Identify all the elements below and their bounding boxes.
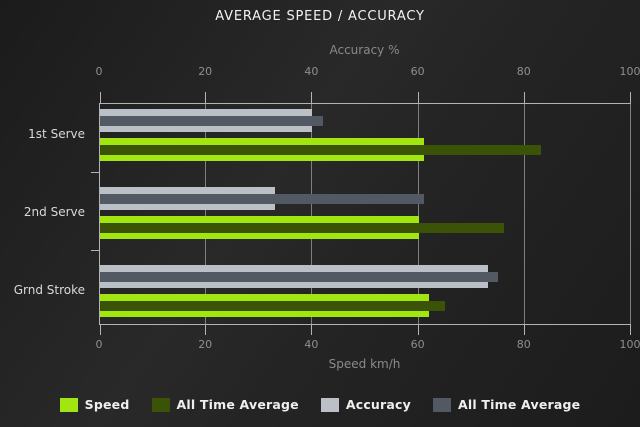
top-tick-label-40: 40: [304, 65, 319, 78]
legend-swatch-speed-all-time-average: [151, 397, 170, 412]
legend-item-speed-all-time-average: All Time Average: [151, 397, 299, 412]
chart-legend: Speed All Time Average Accuracy All Time Av…: [0, 397, 640, 412]
plot-area: [91, 92, 631, 335]
legend-label-speed-all-time-average: All Time Average: [176, 397, 299, 412]
bar-accuracy-all-time-average-2nd-serve: [100, 193, 424, 204]
bar-speed-all-time-average-2nd-serve: [100, 222, 504, 233]
bar-accuracy-all-time-average-1st-serve: [100, 115, 324, 126]
bottom-tick-100: [630, 325, 631, 335]
gridline-80: [523, 104, 525, 324]
gridline-40: [311, 104, 313, 324]
legend-swatch-accuracy-all-time-average: [433, 397, 451, 412]
legend-label-accuracy: Accuracy: [345, 397, 411, 412]
bar-accuracy-all-time-average-grnd-stroke: [100, 271, 499, 282]
bottom-tick-label-60: 60: [410, 338, 425, 351]
legend-label-speed: Speed: [84, 397, 130, 412]
top-tick-20: [205, 92, 207, 103]
top-axis-title: Accuracy %: [329, 43, 400, 57]
bottom-tick-80: [523, 325, 525, 335]
top-tick-80: [523, 92, 525, 103]
bottom-axis-title: Speed km/h: [328, 357, 401, 371]
gridline-60: [417, 104, 419, 324]
bottom-tick-60: [417, 325, 419, 335]
bottom-tick-label-40: 40: [304, 338, 319, 351]
top-tick-label-80: 80: [516, 65, 531, 78]
chart-title: AVERAGE SPEED / ACCURACY: [215, 9, 425, 24]
category-label-2nd-serve: 2nd Serve: [23, 204, 85, 219]
top-tick-40: [311, 92, 313, 103]
top-tick-60: [417, 92, 419, 103]
category-label-1st-serve: 1st Serve: [28, 126, 85, 141]
gridline-100: [630, 104, 631, 324]
legend-label-accuracy-all-time-average: All Time Average: [458, 397, 581, 412]
legend-swatch-speed: [59, 397, 78, 412]
legend-swatch-accuracy: [320, 397, 339, 412]
bottom-tick-20: [205, 325, 207, 335]
category-divider-tick: [91, 250, 99, 251]
bottom-tick-0: [100, 325, 101, 335]
legend-item-accuracy: Accuracy: [320, 397, 411, 412]
bottom-tick-40: [311, 325, 313, 335]
category-label-grnd-stroke: Grnd Stroke: [13, 282, 85, 297]
gridline-20: [205, 104, 207, 324]
top-tick-label-100: 100: [619, 65, 640, 78]
legend-item-accuracy-all-time-average: All Time Average: [433, 397, 580, 412]
bar-speed-all-time-average-1st-serve: [100, 144, 541, 155]
top-tick-label-0: 0: [95, 65, 103, 78]
legend-item-speed: Speed: [59, 397, 130, 412]
top-tick-label-20: 20: [198, 65, 213, 78]
bar-speed-all-time-average-grnd-stroke: [100, 300, 446, 311]
category-divider-tick: [91, 172, 99, 173]
bottom-tick-label-20: 20: [198, 338, 213, 351]
bottom-tick-label-100: 100: [619, 338, 640, 351]
bottom-tick-label-0: 0: [95, 338, 103, 351]
top-tick-label-60: 60: [410, 65, 425, 78]
top-tick-0: [100, 92, 101, 103]
top-tick-100: [630, 92, 631, 103]
bottom-tick-label-80: 80: [516, 338, 531, 351]
